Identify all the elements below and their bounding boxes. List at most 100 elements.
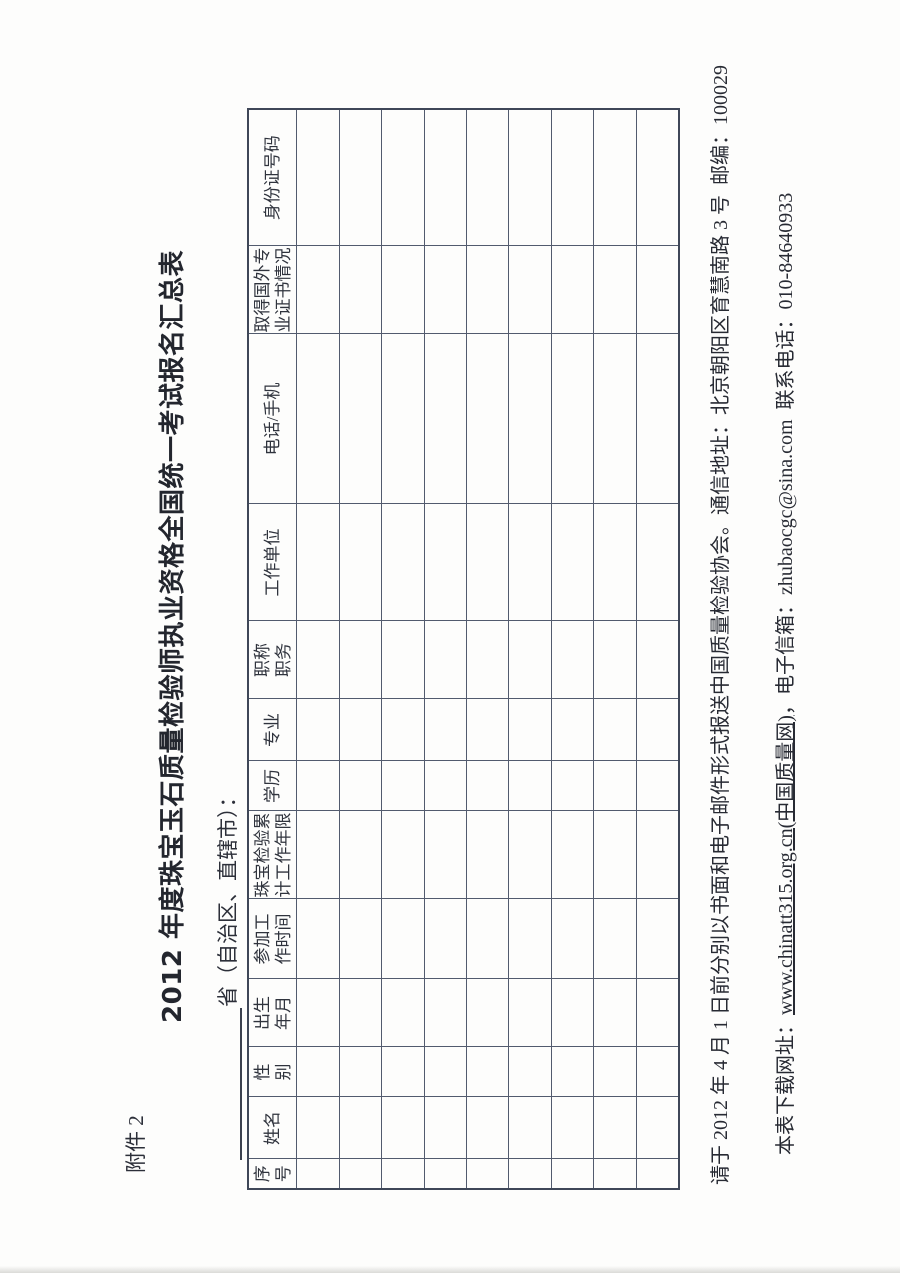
province-line: 省（自治区、直辖市）： (212, 786, 242, 1160)
empty-cell (551, 504, 594, 621)
empty-cell (593, 699, 637, 761)
empty-cell (551, 621, 594, 699)
empty-cell (296, 504, 340, 621)
column-header: 职称 职务 (248, 621, 297, 699)
empty-cell (424, 811, 467, 899)
empty-cell (424, 621, 467, 699)
empty-cell (466, 811, 509, 899)
empty-cell (381, 899, 425, 979)
empty-cell (466, 979, 509, 1047)
empty-cell (424, 334, 467, 504)
empty-cell (381, 811, 425, 899)
empty-cell (508, 109, 552, 246)
column-header: 序号 (248, 1159, 297, 1189)
empty-cell (466, 246, 509, 334)
table-row (381, 109, 425, 1189)
empty-cell (424, 1047, 467, 1097)
empty-cell (466, 699, 509, 761)
empty-cell (593, 109, 637, 246)
column-header: 身份证号码 (248, 109, 297, 246)
empty-cell (593, 979, 637, 1047)
footer-submission-note: 请于 2012 年 4 月 1 日前分别以书面和电子邮件形式报送中国质量检验协会… (710, 65, 732, 1185)
empty-cell (466, 1159, 509, 1189)
empty-cell (424, 699, 467, 761)
empty-cell (636, 334, 679, 504)
empty-cell (296, 246, 340, 334)
empty-cell (339, 761, 382, 811)
empty-cell (508, 246, 552, 334)
empty-cell (636, 811, 679, 899)
empty-cell (636, 899, 679, 979)
column-header: 参加工 作时间 (248, 899, 297, 979)
empty-cell (593, 1097, 637, 1159)
empty-cell (508, 504, 552, 621)
table-row (466, 109, 509, 1189)
footer-contact-note: 本表下载网址：www.chinatt315.org.cn(中国质量网)，电子信箱… (746, 193, 821, 1185)
empty-cell (551, 699, 594, 761)
table-row (424, 109, 467, 1189)
empty-cell (296, 979, 340, 1047)
empty-cell (508, 761, 552, 811)
column-header: 学历 (248, 761, 297, 811)
empty-cell (551, 334, 594, 504)
empty-cell (339, 109, 382, 246)
empty-cell (466, 621, 509, 699)
empty-cell (636, 699, 679, 761)
empty-cell (339, 699, 382, 761)
empty-cell (466, 334, 509, 504)
empty-cell (381, 621, 425, 699)
table-row (296, 109, 340, 1189)
empty-cell (381, 761, 425, 811)
empty-cell (424, 761, 467, 811)
empty-cell (296, 109, 340, 246)
empty-cell (508, 1097, 552, 1159)
empty-cell (424, 899, 467, 979)
empty-cell (636, 246, 679, 334)
empty-cell (339, 1159, 382, 1189)
empty-cell (551, 1047, 594, 1097)
empty-cell (381, 979, 425, 1047)
empty-cell (593, 811, 637, 899)
empty-cell (551, 1097, 594, 1159)
empty-cell (508, 899, 552, 979)
table-row (593, 109, 637, 1189)
download-site-label: 本表下载网址： (775, 1015, 797, 1155)
table-row (636, 109, 679, 1189)
empty-cell (551, 246, 594, 334)
empty-cell (508, 1159, 552, 1189)
empty-cell (424, 1097, 467, 1159)
empty-cell (551, 1159, 594, 1189)
empty-cell (339, 979, 382, 1047)
empty-cell (636, 979, 679, 1047)
empty-cell (381, 246, 425, 334)
empty-cell (381, 1047, 425, 1097)
column-header: 专业 (248, 699, 297, 761)
empty-cell (381, 334, 425, 504)
empty-cell (636, 504, 679, 621)
empty-cell (381, 1097, 425, 1159)
empty-cell (593, 504, 637, 621)
empty-cell (296, 1097, 340, 1159)
contact-info: ，电子信箱：zhubaocgc@sina.com 联系电话：010-846409… (775, 192, 797, 716)
empty-cell (466, 109, 509, 246)
empty-cell (466, 899, 509, 979)
header-row: 序号姓名性别出生 年月 参加工 作时间 珠宝检验累 计工作年限 学历 专业 职称 职务 工作单位 电话… (248, 109, 297, 1189)
column-header: 取得国外专 业证书情况 (248, 246, 297, 334)
column-header: 珠宝检验累 计工作年限 (248, 811, 297, 899)
empty-cell (508, 699, 552, 761)
table-row (508, 109, 552, 1189)
empty-cell (381, 1159, 425, 1189)
empty-cell (339, 504, 382, 621)
empty-cell (339, 1097, 382, 1159)
empty-cell (508, 334, 552, 504)
empty-cell (466, 761, 509, 811)
empty-cell (508, 621, 552, 699)
empty-cell (339, 246, 382, 334)
empty-cell (551, 761, 594, 811)
province-label: 省（自治区、直辖市）： (216, 786, 240, 1008)
table-row (339, 109, 382, 1189)
empty-cell (466, 504, 509, 621)
empty-cell (551, 899, 594, 979)
empty-cell (339, 811, 382, 899)
